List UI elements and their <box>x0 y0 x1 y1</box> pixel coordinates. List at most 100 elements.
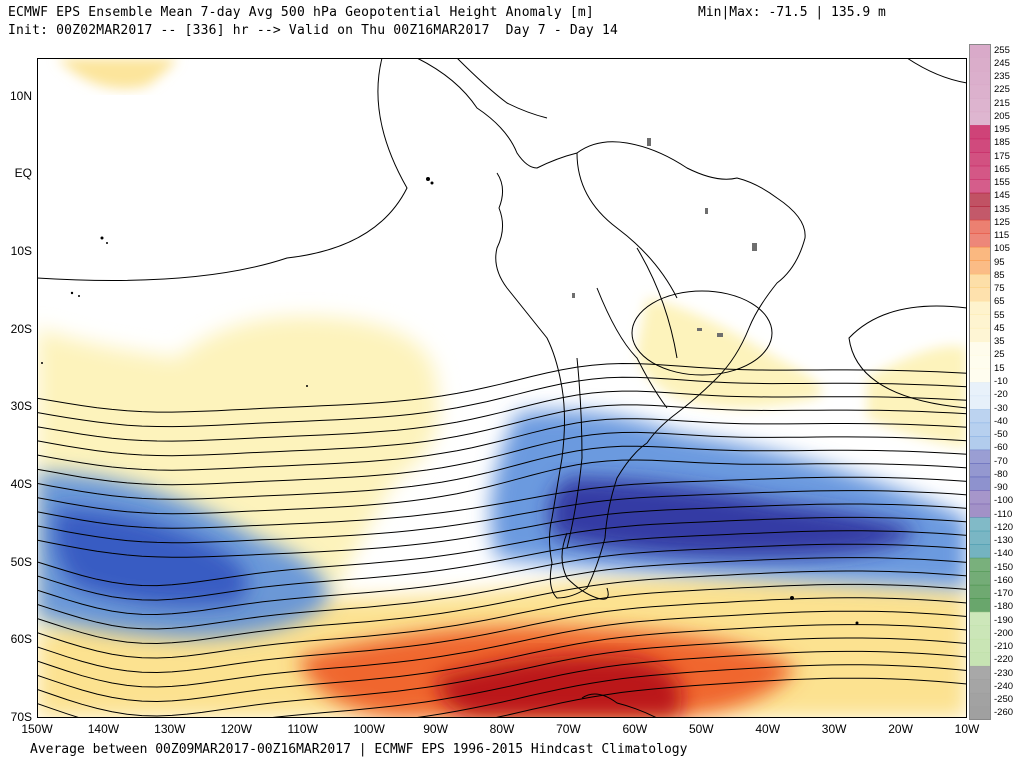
height-contour-line <box>37 445 967 500</box>
colorbar-label: 105 <box>994 243 1010 255</box>
longitude-label: 130W <box>154 722 186 736</box>
colorbar-label: -110 <box>994 508 1013 520</box>
colorbar-swatch <box>969 517 991 532</box>
islands <box>41 177 859 625</box>
latitude-label: 10N <box>9 88 32 103</box>
longitude-label: 80W <box>489 722 515 736</box>
colorbar-swatch <box>969 692 991 708</box>
tierra-del-fuego <box>561 532 609 600</box>
colorbar-label: -220 <box>994 654 1014 666</box>
height-contour-line <box>37 570 967 645</box>
colorbar-swatch <box>969 436 991 451</box>
colorbar-swatch <box>969 44 991 59</box>
colorbar-swatch <box>969 463 991 478</box>
colorbar-swatch <box>969 98 991 113</box>
colorbar-label: -70 <box>994 455 1008 467</box>
colorbar-swatch <box>969 219 991 234</box>
colorbar-swatch <box>969 125 991 140</box>
colorbar-label: -200 <box>994 627 1014 639</box>
colorbar-label: -30 <box>994 402 1008 414</box>
height-contour-line <box>37 459 967 515</box>
height-contour-line <box>37 664 967 718</box>
height-contours <box>37 362 967 718</box>
latitude-label: 30S <box>10 399 32 414</box>
height-contour-line <box>37 503 967 558</box>
colorbar-swatch <box>969 544 991 559</box>
colorbar-label: -130 <box>994 535 1014 547</box>
colorbar-label: -160 <box>994 574 1014 586</box>
africa-coast <box>906 58 967 84</box>
colorbar-label: 185 <box>994 137 1010 149</box>
colorbar-swatch <box>969 327 991 343</box>
positive-anomaly-north <box>57 58 177 89</box>
height-contour-line <box>37 431 967 486</box>
height-contour-line <box>37 637 967 717</box>
country-borders <box>576 152 678 409</box>
colorbar-swatch <box>969 152 991 167</box>
colorbar-swatch <box>969 638 991 653</box>
colorbar-swatch <box>969 233 991 248</box>
colorbar-label: -210 <box>994 641 1014 653</box>
colorbar-label: 235 <box>994 71 1010 83</box>
init-valid-line: Init: 00Z02MAR2017 -- [336] hr --> Valid… <box>8 23 619 38</box>
colorbar-swatch <box>969 111 991 126</box>
longitude-label: 110W <box>287 722 318 736</box>
height-contour-line <box>37 583 967 659</box>
longitude-label: 20W <box>888 722 913 736</box>
longitude-label: 60W <box>622 722 648 736</box>
colorbar-label: -190 <box>994 614 1014 626</box>
antarctic-peninsula <box>581 693 658 718</box>
colorbar-swatch <box>969 652 991 667</box>
colorbar-swatch <box>969 341 991 356</box>
colorbar-label: 25 <box>994 349 1005 361</box>
colorbar-swatch <box>969 287 991 302</box>
colorbar-swatch <box>969 706 991 720</box>
colorbar-swatch <box>969 449 991 464</box>
height-contour-line <box>37 362 967 413</box>
colorbar-label: 225 <box>994 84 1010 96</box>
colorbar-label: 135 <box>994 203 1010 215</box>
min-max-readout: Min|Max: -71.5 | 135.9 m <box>698 5 886 20</box>
colorbar-label: 75 <box>994 283 1005 295</box>
longitude-label: 50W <box>688 722 714 736</box>
colorbar-label: -90 <box>994 482 1008 494</box>
positive-anomaly-max <box>437 655 682 718</box>
colorbar-label: 45 <box>994 322 1005 334</box>
height-contour-line <box>37 516 967 587</box>
colorbar-frame <box>969 44 991 720</box>
colorbar-swatch <box>969 57 991 72</box>
colorbar-swatch <box>969 490 991 505</box>
colorbar-label: -250 <box>994 694 1014 706</box>
colorbar <box>969 44 991 720</box>
colorbar-label: -240 <box>994 680 1014 692</box>
height-contour-line <box>37 543 967 616</box>
colorbar-label: 175 <box>994 150 1010 162</box>
contour-north-trough <box>37 58 408 281</box>
colorbar-swatch <box>969 273 991 288</box>
colorbar-swatch <box>969 530 991 545</box>
colorbar-label: 195 <box>994 124 1010 136</box>
colorbar-label: -40 <box>994 415 1008 427</box>
height-contour-line <box>37 376 967 428</box>
colorbar-label: 125 <box>994 216 1010 228</box>
colorbar-swatch <box>969 179 991 194</box>
colorbar-swatch <box>969 611 991 626</box>
colorbar-swatch <box>969 665 991 681</box>
coastlines <box>416 58 967 718</box>
central-america-coast <box>456 58 548 119</box>
colorbar-swatch <box>969 71 991 86</box>
colorbar-label: -10 <box>994 376 1008 387</box>
colorbar-label: 95 <box>994 256 1005 268</box>
height-contour-line <box>37 597 967 674</box>
colorbar-swatch <box>969 395 991 410</box>
latitude-label: EQ <box>14 166 32 181</box>
colorbar-label: -140 <box>994 548 1014 560</box>
colorbar-label: 215 <box>994 97 1010 109</box>
positive-anomaly-brazil <box>637 298 822 408</box>
colorbar-label: -80 <box>994 468 1008 480</box>
colorbar-swatch <box>969 584 991 599</box>
colorbar-label: 35 <box>994 336 1005 348</box>
andes-border <box>566 357 583 549</box>
longitude-label: 10W <box>954 722 980 736</box>
lakes <box>572 138 757 337</box>
